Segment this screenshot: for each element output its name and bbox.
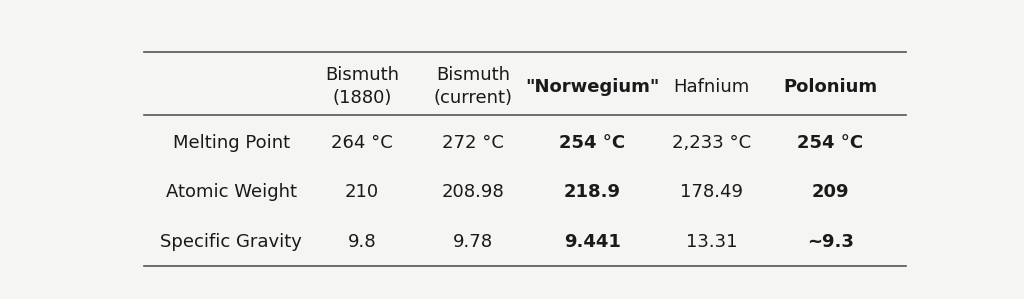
Text: 208.98: 208.98: [441, 183, 505, 202]
Text: 218.9: 218.9: [564, 183, 621, 202]
Text: ~9.3: ~9.3: [807, 233, 854, 251]
Text: Melting Point: Melting Point: [173, 134, 290, 152]
Text: Specific Gravity: Specific Gravity: [160, 233, 302, 251]
Text: "Norwegium": "Norwegium": [525, 77, 659, 96]
Text: Bismuth
(current): Bismuth (current): [434, 66, 513, 107]
Text: 254 °C: 254 °C: [798, 134, 863, 152]
Text: Hafnium: Hafnium: [673, 77, 750, 96]
Text: 9.78: 9.78: [454, 233, 494, 251]
Text: 9.8: 9.8: [348, 233, 377, 251]
Text: Atomic Weight: Atomic Weight: [166, 183, 297, 202]
Text: Polonium: Polonium: [783, 77, 878, 96]
Text: 272 °C: 272 °C: [442, 134, 504, 152]
Text: 210: 210: [345, 183, 379, 202]
Text: 2,233 °C: 2,233 °C: [672, 134, 751, 152]
Text: 13.31: 13.31: [685, 233, 737, 251]
Text: 209: 209: [812, 183, 849, 202]
Text: 178.49: 178.49: [680, 183, 742, 202]
Text: 254 °C: 254 °C: [559, 134, 626, 152]
Text: 264 °C: 264 °C: [331, 134, 393, 152]
Text: 9.441: 9.441: [564, 233, 621, 251]
Text: Bismuth
(1880): Bismuth (1880): [325, 66, 399, 107]
